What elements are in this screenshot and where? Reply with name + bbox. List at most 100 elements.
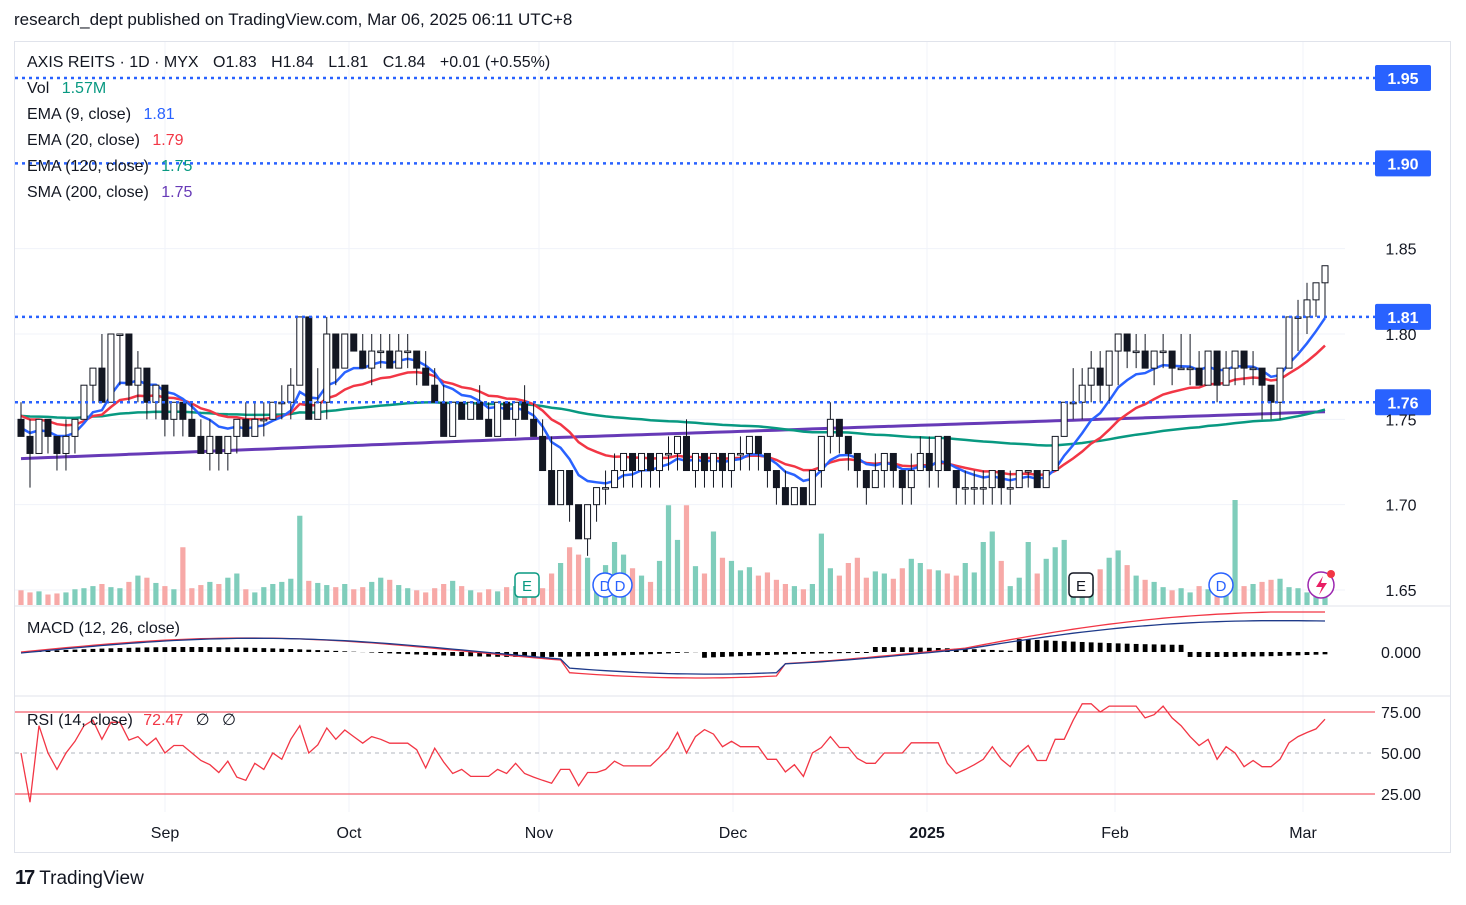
candle-body — [107, 333, 115, 403]
volume-bar — [1115, 550, 1121, 605]
candle-body — [548, 470, 556, 506]
candle-body — [458, 401, 466, 420]
vol-value: 1.57M — [61, 80, 107, 97]
macd-histogram-bar — [405, 652, 411, 655]
macd-histogram-bar — [216, 647, 222, 652]
candle-body — [431, 384, 439, 403]
legend-open: O1.83 — [213, 54, 257, 71]
volume-bar — [1106, 557, 1112, 605]
rsi-legend: RSI (14, close) 72.47 ∅ ∅ — [27, 710, 236, 730]
volume-bar — [737, 570, 744, 605]
candle-body — [620, 452, 628, 472]
candle-body — [898, 470, 906, 489]
candle-body — [242, 418, 250, 437]
candle-body — [62, 435, 70, 454]
macd-histogram-bar — [522, 652, 528, 657]
candle-body — [197, 435, 205, 454]
macd-histogram-bar — [1151, 644, 1157, 652]
candle-body — [844, 435, 852, 454]
candle-body — [871, 470, 879, 489]
candle-body — [260, 418, 268, 422]
candle-body — [1168, 350, 1176, 369]
candle-body — [1213, 350, 1221, 386]
candle-body — [1123, 333, 1131, 352]
volume-bar — [1133, 575, 1139, 605]
event-marker-label: E — [522, 578, 532, 595]
macd-histogram-bar — [702, 652, 707, 658]
candle-body — [673, 435, 681, 454]
macd-histogram-bar — [1070, 641, 1076, 652]
macd-histogram-bar — [540, 652, 545, 657]
candle-body — [494, 401, 502, 437]
candle-body — [835, 418, 843, 437]
macd-histogram-bar — [836, 652, 842, 654]
volume-bar — [144, 577, 150, 605]
macd-histogram-bar — [1187, 652, 1193, 657]
macd-histogram-bar — [99, 648, 105, 652]
candle-body — [215, 435, 223, 454]
chart-frame[interactable]: 1.95 1.90 1.81 1.76 1.65 1.70 1.75 1.80 1.85 E D D E… — [14, 41, 1451, 853]
macd-histogram-bar — [243, 647, 249, 652]
macd-histogram-bar — [1250, 652, 1256, 657]
candle-body — [1321, 265, 1329, 284]
volume-bar — [881, 573, 887, 605]
volume-bar — [18, 590, 24, 605]
volume-bar — [782, 584, 789, 605]
volume-bar — [252, 592, 258, 605]
macd-histogram-bar — [423, 652, 429, 655]
volume-bar — [306, 580, 312, 605]
lightning-icon — [1316, 576, 1327, 595]
earnings-marker-icon — [1068, 572, 1094, 598]
legend-high: H1.84 — [271, 54, 314, 71]
macd-histogram-bar — [971, 649, 977, 652]
volume-bar — [423, 592, 429, 605]
ema120-value: 1.75 — [161, 158, 193, 175]
volume-bar — [971, 572, 977, 605]
volume-bar — [360, 587, 366, 605]
event-marker-label: D — [600, 578, 611, 595]
macd-histogram-bar — [1286, 652, 1292, 656]
candle-body — [395, 350, 403, 369]
candle-body — [1285, 316, 1293, 369]
macd-histogram-bar — [1232, 652, 1238, 657]
volume-bar — [1025, 542, 1031, 605]
ema20-label: EMA (20, close) — [27, 132, 140, 149]
candle-body — [305, 316, 313, 420]
candle-body — [1177, 367, 1185, 371]
volume-bar — [207, 581, 213, 605]
volume-bar — [998, 560, 1004, 605]
candle-body — [808, 470, 816, 506]
candle-body — [17, 418, 25, 437]
macd-histogram-bar — [765, 652, 770, 656]
tradingview-brand[interactable]: 17 TradingView — [15, 867, 144, 890]
volume-bar — [432, 588, 438, 605]
volume-bar — [243, 589, 249, 605]
candle-body — [1258, 367, 1266, 386]
macd-histogram-bar — [1106, 643, 1112, 652]
volume-bar — [369, 581, 375, 605]
volume-bar — [477, 592, 483, 605]
candle-body — [916, 452, 924, 472]
price-tick-label: 1.75 — [1385, 412, 1416, 429]
macd-histogram-bar — [54, 650, 60, 652]
volume-bar — [126, 581, 132, 605]
candle-body — [1132, 350, 1140, 354]
macd-histogram-bar — [261, 648, 267, 652]
macd-histogram-bar — [809, 652, 815, 654]
macd-histogram-bar — [890, 647, 896, 652]
macd-histogram-bar — [72, 649, 78, 652]
volume-bar — [468, 590, 474, 605]
volume-bar — [216, 584, 222, 605]
candle-body — [404, 350, 412, 354]
volume-bar — [827, 568, 833, 605]
macd-histogram-bar — [648, 652, 653, 655]
price-chart-svg[interactable]: 1.951.901.811.761.651.701.751.801.85E D D E… — [15, 42, 1450, 852]
candle-body — [682, 435, 690, 472]
candle-body — [440, 401, 448, 437]
macd-histogram-bar — [1115, 643, 1121, 652]
candle-body — [368, 350, 376, 369]
macd-histogram-bar — [1097, 642, 1103, 652]
macd-histogram-bar — [450, 652, 456, 656]
candle-body — [1096, 367, 1104, 386]
volume-bar — [566, 547, 573, 605]
